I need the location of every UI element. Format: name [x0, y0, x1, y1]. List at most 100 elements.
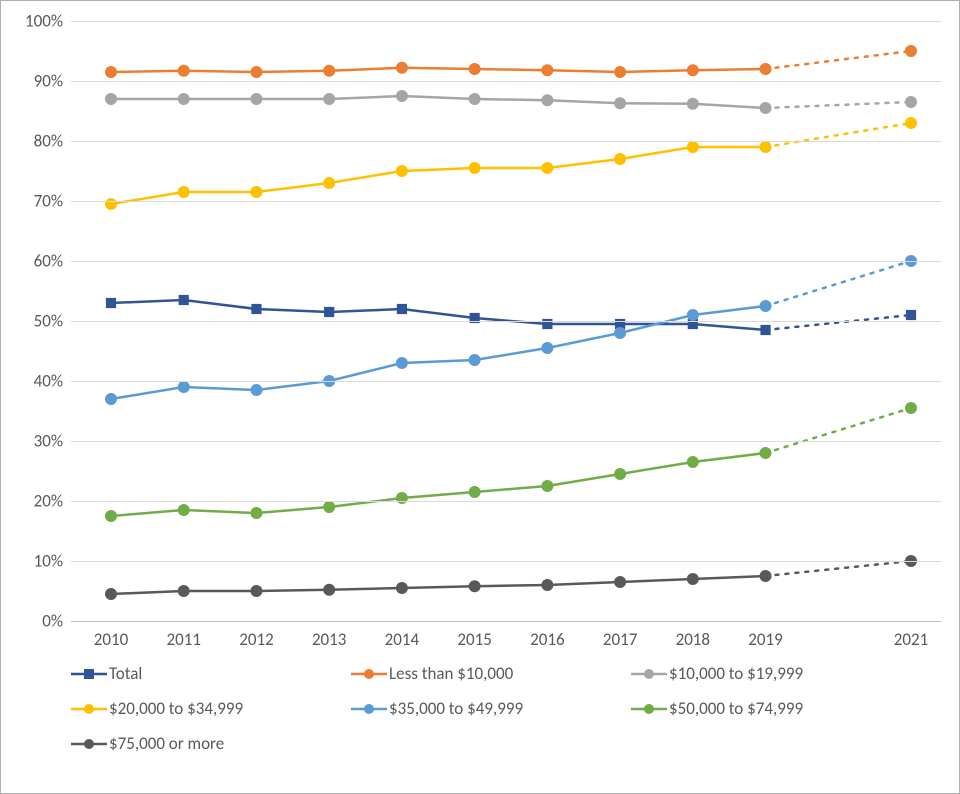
- marker-10to20: [905, 96, 917, 108]
- x-tick-label: 2014: [372, 629, 432, 650]
- legend-label: $35,000 to $49,999: [389, 698, 523, 719]
- legend-item-35to50: $35,000 to $49,999: [351, 698, 631, 719]
- legend-item-lt10k: Less than $10,000: [351, 663, 631, 684]
- marker-50to75: [541, 480, 553, 492]
- marker-20to35: [614, 153, 626, 165]
- marker-50to75: [469, 486, 481, 498]
- legend-label: Less than $10,000: [389, 663, 513, 684]
- x-tick-label: 2012: [226, 629, 286, 650]
- marker-50to75: [396, 492, 408, 504]
- marker-lt10k: [687, 64, 699, 76]
- legend-item-50to75: $50,000 to $74,999: [631, 698, 911, 719]
- marker-50to75: [760, 447, 772, 459]
- marker-75plus: [323, 584, 335, 596]
- series-line-dotted-35to50: [766, 261, 911, 306]
- legend-item-Total: Total: [71, 663, 351, 684]
- series-line-dotted-lt10k: [766, 51, 911, 69]
- marker-50to75: [105, 510, 117, 522]
- x-tick-label: 2013: [299, 629, 359, 650]
- x-tick-label: 2017: [590, 629, 650, 650]
- marker-20to35: [396, 165, 408, 177]
- gridline: [71, 321, 941, 322]
- series-line-lt10k: [111, 68, 766, 72]
- marker-Total: [906, 310, 916, 320]
- legend-item-10to20: $10,000 to $19,999: [631, 663, 911, 684]
- gridline: [71, 561, 941, 562]
- legend-swatch-icon: [71, 736, 107, 752]
- series-line-20to35: [111, 147, 766, 204]
- marker-20to35: [760, 141, 772, 153]
- marker-50to75: [323, 501, 335, 513]
- marker-10to20: [760, 102, 772, 114]
- marker-50to75: [178, 504, 190, 516]
- gridline: [71, 261, 941, 262]
- marker-Total: [251, 304, 261, 314]
- y-tick-label: 100%: [3, 11, 63, 32]
- y-tick-label: 0%: [3, 611, 63, 632]
- legend-swatch-icon: [631, 666, 667, 682]
- marker-20to35: [905, 117, 917, 129]
- marker-35to50: [687, 309, 699, 321]
- marker-75plus: [760, 570, 772, 582]
- marker-lt10k: [178, 65, 190, 77]
- marker-lt10k: [469, 63, 481, 75]
- marker-lt10k: [105, 66, 117, 78]
- marker-75plus: [614, 576, 626, 588]
- marker-10to20: [614, 97, 626, 109]
- y-tick-label: 40%: [3, 371, 63, 392]
- marker-lt10k: [760, 63, 772, 75]
- marker-75plus: [541, 579, 553, 591]
- marker-75plus: [250, 585, 262, 597]
- marker-75plus: [469, 580, 481, 592]
- marker-35to50: [541, 342, 553, 354]
- marker-50to75: [614, 468, 626, 480]
- y-tick-label: 80%: [3, 131, 63, 152]
- line-chart: Total Less than $10,000 $10,000 to $19,999…: [0, 0, 960, 794]
- series-line-75plus: [111, 576, 766, 594]
- gridline: [71, 501, 941, 502]
- marker-75plus: [396, 582, 408, 594]
- gridline: [71, 381, 941, 382]
- series-line-dotted-75plus: [766, 561, 911, 576]
- marker-10to20: [105, 93, 117, 105]
- marker-10to20: [323, 93, 335, 105]
- y-tick-label: 30%: [3, 431, 63, 452]
- gridline: [71, 81, 941, 82]
- gridline: [71, 201, 941, 202]
- marker-Total: [397, 304, 407, 314]
- gridline: [71, 621, 941, 622]
- marker-lt10k: [323, 65, 335, 77]
- legend-label: Total: [109, 663, 142, 684]
- legend-item-20to35: $20,000 to $34,999: [71, 698, 351, 719]
- marker-20to35: [178, 186, 190, 198]
- legend-label: $10,000 to $19,999: [669, 663, 803, 684]
- marker-20to35: [541, 162, 553, 174]
- marker-75plus: [687, 573, 699, 585]
- legend-swatch-icon: [351, 701, 387, 717]
- y-tick-label: 20%: [3, 491, 63, 512]
- y-tick-label: 50%: [3, 311, 63, 332]
- marker-35to50: [250, 384, 262, 396]
- series-line-35to50: [111, 306, 766, 399]
- legend-swatch-icon: [71, 701, 107, 717]
- legend-swatch-icon: [631, 701, 667, 717]
- series-line-50to75: [111, 453, 766, 516]
- marker-10to20: [250, 93, 262, 105]
- legend-item-75plus: $75,000 or more: [71, 733, 351, 754]
- x-tick-label: 2015: [445, 629, 505, 650]
- marker-35to50: [396, 357, 408, 369]
- y-tick-label: 10%: [3, 551, 63, 572]
- marker-35to50: [469, 354, 481, 366]
- legend-label: $75,000 or more: [109, 733, 224, 754]
- marker-lt10k: [614, 66, 626, 78]
- series-line-dotted-Total: [766, 315, 911, 330]
- marker-Total: [760, 325, 770, 335]
- y-tick-label: 60%: [3, 251, 63, 272]
- marker-50to75: [250, 507, 262, 519]
- gridline: [71, 141, 941, 142]
- y-tick-label: 90%: [3, 71, 63, 92]
- marker-20to35: [687, 141, 699, 153]
- series-line-Total: [111, 300, 766, 330]
- marker-75plus: [178, 585, 190, 597]
- marker-75plus: [105, 588, 117, 600]
